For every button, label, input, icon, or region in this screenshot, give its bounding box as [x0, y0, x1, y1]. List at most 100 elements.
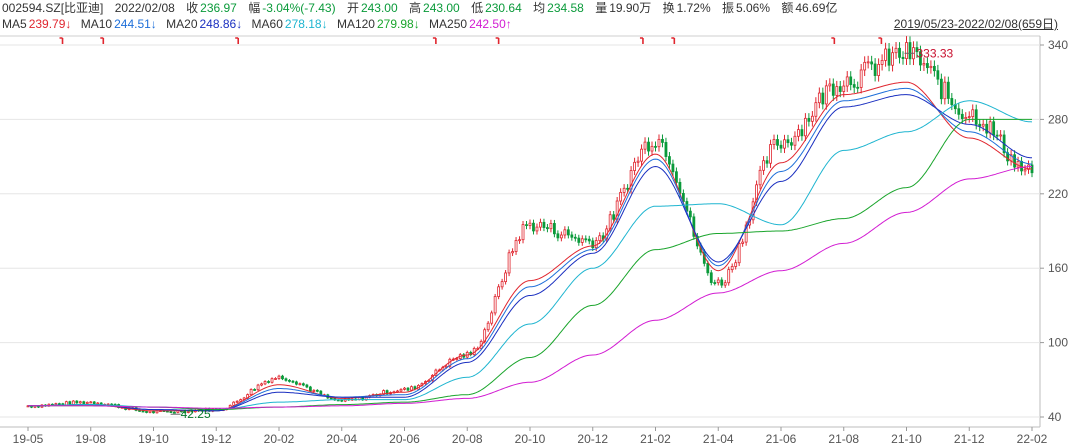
ma60-name: MA60: [251, 17, 283, 31]
candle-body: [755, 184, 758, 203]
candle-body: [406, 387, 410, 391]
candle-body: [92, 401, 96, 404]
candle-body: [772, 139, 776, 145]
candle-body: [668, 156, 671, 165]
candle-body: [720, 279, 724, 286]
event-flag-icon: [235, 37, 240, 44]
candle-body: [776, 139, 779, 146]
candle-body: [591, 240, 595, 249]
candle-body: [762, 160, 765, 171]
series-line-ma60: [28, 100, 1033, 411]
candle-body: [807, 117, 811, 122]
candle-body: [263, 381, 267, 385]
candle-body: [884, 48, 887, 61]
candle-body: [587, 238, 591, 242]
high-value: 243.00: [423, 1, 460, 15]
candle-body: [288, 379, 291, 382]
candle-body: [85, 401, 89, 404]
candle-body: [584, 238, 588, 241]
candle-body: [640, 148, 643, 162]
ma10-name: MA10: [80, 17, 113, 31]
candle-body: [905, 42, 908, 59]
candle-body: [148, 410, 152, 413]
candle-body: [239, 399, 243, 402]
candle-body: [901, 56, 905, 59]
candle-body: [298, 383, 302, 386]
candle-body: [281, 375, 284, 380]
candle-body: [315, 389, 319, 392]
event-flag-icon: [59, 37, 64, 44]
candle-body: [566, 229, 570, 236]
amount-label: 额: [781, 1, 794, 15]
candle-body: [908, 42, 912, 60]
amplitude-value: 5.06%: [735, 1, 771, 15]
candle-body: [486, 322, 490, 331]
candle-body: [926, 63, 929, 69]
candle-body: [814, 102, 818, 117]
x-tick-label: 21-08: [828, 432, 859, 446]
ma60-value: 278.18↓: [284, 17, 328, 31]
candle-body: [329, 397, 333, 400]
candle-body: [305, 384, 309, 388]
x-tick-label: 19-10: [138, 432, 169, 446]
candle-body: [929, 65, 933, 69]
candle-body: [274, 378, 277, 380]
y-tick-label: 280: [1048, 112, 1068, 126]
candle-body: [141, 410, 145, 413]
candle-body: [664, 142, 668, 157]
avg-value: 234.58: [547, 1, 584, 15]
candle-body: [835, 86, 839, 96]
candle-body: [521, 224, 525, 241]
candle-body: [636, 160, 640, 163]
low-annotation: 42.25: [181, 407, 211, 421]
candle-body: [877, 64, 881, 76]
candle-body: [626, 187, 630, 190]
candle-body: [511, 251, 514, 254]
volume-value: 19.90万: [609, 1, 652, 15]
candle-body: [870, 61, 874, 65]
candle-body: [71, 400, 75, 405]
low-value: 230.64: [485, 1, 522, 15]
candle-body: [671, 163, 675, 173]
x-tick-label: 22-02: [1017, 432, 1048, 446]
candle-body: [842, 85, 846, 92]
ma250-name: MA250: [429, 17, 468, 31]
date-range-label[interactable]: 2019/05/23-2022/02/08(659日): [893, 17, 1058, 31]
candle-body: [580, 238, 584, 243]
candle-body: [981, 123, 985, 127]
candle-body: [78, 401, 82, 404]
candle-body: [232, 401, 236, 406]
candle-body: [856, 86, 860, 89]
candle-body: [960, 113, 964, 120]
high-label: 高: [409, 1, 422, 15]
candle-body: [504, 272, 507, 283]
amplitude-label: 振: [721, 1, 734, 15]
candle-body: [403, 387, 406, 390]
candle-body: [410, 386, 413, 391]
ma20-name: MA20: [166, 17, 198, 31]
candle-body: [64, 401, 68, 406]
change-label: 幅: [248, 1, 261, 15]
series-line-ma10: [28, 87, 1032, 412]
candle-body: [340, 399, 344, 402]
event-flag-icon: [100, 37, 105, 44]
candle-body: [821, 92, 825, 105]
candle-body: [570, 234, 574, 238]
candle-body: [978, 123, 982, 127]
candle-body: [650, 145, 654, 152]
event-flag-icon: [639, 37, 644, 44]
candle-body: [284, 378, 288, 381]
candle-body: [873, 63, 877, 76]
candle-body: [824, 85, 828, 105]
candle-body: [563, 229, 567, 236]
x-tick-label: 20-10: [515, 432, 546, 446]
candle-body: [312, 389, 316, 392]
candle-body: [643, 141, 647, 150]
candle-body: [455, 358, 459, 360]
candle-body: [797, 129, 800, 137]
candle-body: [758, 169, 762, 186]
ma120-value: 279.98↓: [376, 17, 420, 31]
candle-body: [633, 161, 636, 171]
candle-body: [57, 403, 61, 406]
